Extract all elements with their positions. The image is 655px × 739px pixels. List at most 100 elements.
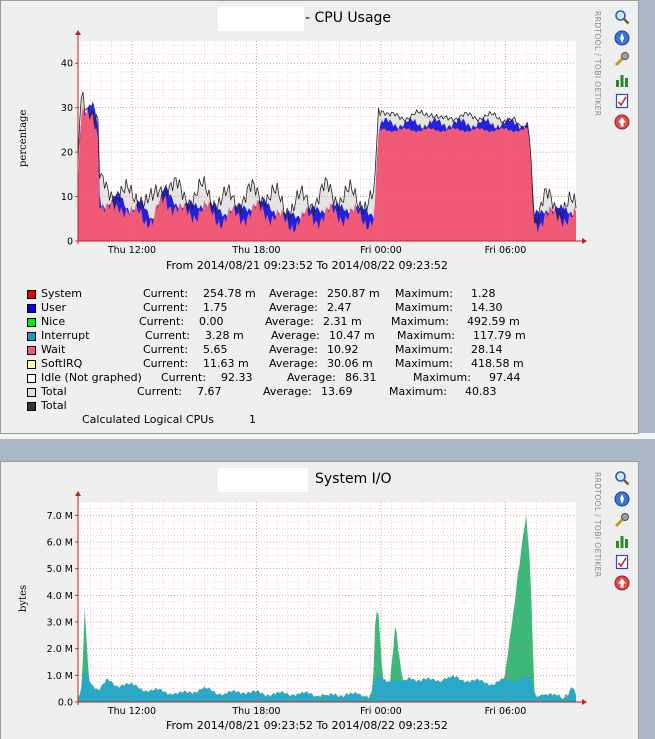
legend-current-label: Current: <box>137 385 183 398</box>
legend-maximum-value: 40.83 <box>465 385 497 398</box>
legend-average-label: Average: <box>271 329 320 342</box>
legend-maximum-label: Maximum: <box>395 343 453 356</box>
legend-swatch <box>27 290 36 299</box>
rrdtool-credit: RRDTOOL / TOBI OETIKER <box>593 11 602 117</box>
top-icon <box>614 575 630 591</box>
legend-swatch <box>27 402 36 411</box>
navigate-button[interactable] <box>614 30 630 46</box>
y-tick-label: 6.0 M <box>47 538 73 549</box>
y-tick-label: 5.0 M <box>47 564 73 575</box>
legend-average-value: 30.06 m <box>327 357 373 370</box>
series-read-area <box>78 669 576 702</box>
legend-maximum-label: Maximum: <box>395 301 453 314</box>
y-axis-arrow <box>75 30 81 35</box>
legend-name: Total <box>41 399 67 412</box>
io-date-range: From 2014/08/21 09:23:52 To 2014/08/22 0… <box>166 719 448 732</box>
x-tick-label: Thu 18:00 <box>231 706 280 717</box>
y-tick-label: 4.0 M <box>47 591 73 602</box>
chart-button[interactable] <box>614 533 630 549</box>
y-axis-arrow <box>75 491 81 496</box>
legend-average-value: 10.92 <box>327 343 359 356</box>
x-tick-label: Thu 12:00 <box>107 245 156 256</box>
legend-current-label: Current: <box>145 329 191 342</box>
logical-cpus-label: Calculated Logical CPUs <box>82 413 214 426</box>
report-icon <box>615 93 629 109</box>
legend-maximum-label: Maximum: <box>391 315 449 328</box>
legend-current-label: Current: <box>143 357 189 370</box>
legend-current-label: Current: <box>139 315 185 328</box>
legend-current-label: Current: <box>143 287 189 300</box>
legend-current-label: Current: <box>161 371 207 384</box>
chart-icon <box>616 75 628 87</box>
report-icon <box>615 554 629 570</box>
legend-current-label: Current: <box>143 301 189 314</box>
legend-average-label: Average: <box>287 371 336 384</box>
legend-maximum-label: Maximum: <box>413 371 471 384</box>
legend-current-value: 7.67 <box>197 385 222 398</box>
report-button[interactable] <box>614 554 630 570</box>
x-axis-arrow <box>582 699 587 705</box>
legend-maximum-label: Maximum: <box>395 287 453 300</box>
legend-maximum-value: 117.79 m <box>473 329 526 342</box>
legend-name: Wait <box>41 343 66 356</box>
legend-maximum-label: Maximum: <box>389 385 447 398</box>
legend-name: Total <box>41 385 67 398</box>
redacted-hostname <box>218 468 308 492</box>
y-tick-label: 0 <box>67 237 73 248</box>
legend-maximum-value: 418.58 m <box>471 357 524 370</box>
legend-name: SoftIRQ <box>41 357 83 370</box>
legend-name: Interrupt <box>41 329 90 342</box>
x-tick-label: Thu 18:00 <box>231 245 280 256</box>
cpu-chart-title: - CPU Usage <box>305 10 392 26</box>
series-wait-area <box>78 104 576 242</box>
chart-button[interactable] <box>614 72 630 88</box>
y-tick-label: 10 <box>61 192 73 203</box>
legend-average-value: 2.31 m <box>323 315 362 328</box>
zoom-icon <box>615 471 630 486</box>
rrdtool-credit: RRDTOOL / TOBI OETIKER <box>593 472 602 578</box>
legend-current-value: 11.63 m <box>203 357 249 370</box>
zoom-button[interactable] <box>614 470 630 486</box>
legend-name: Nice <box>41 315 66 328</box>
legend-name: System <box>41 287 83 300</box>
settings-button[interactable] <box>614 512 630 528</box>
report-button[interactable] <box>614 93 630 109</box>
y-tick-label: 0.0 <box>58 698 73 709</box>
logical-cpus-value: 1 <box>249 413 256 426</box>
legend-swatch <box>27 374 36 383</box>
y-tick-label: 3.0 M <box>47 618 73 629</box>
x-tick-label: Fri 06:00 <box>485 245 527 256</box>
legend-current-value: 3.28 m <box>205 329 244 342</box>
x-tick-label: Fri 00:00 <box>360 706 402 717</box>
y-tick-label: 40 <box>61 59 73 70</box>
legend-swatch <box>27 388 36 397</box>
top-button[interactable] <box>614 114 630 130</box>
settings-button[interactable] <box>614 51 630 67</box>
zoom-button[interactable] <box>614 9 630 25</box>
legend-maximum-label: Maximum: <box>397 329 455 342</box>
legend-name: Idle (Not graphed) <box>41 371 142 384</box>
x-tick-label: Thu 12:00 <box>107 706 156 717</box>
legend-average-label: Average: <box>263 385 312 398</box>
legend-average-value: 250.87 m <box>327 287 380 300</box>
legend-maximum-value: 97.44 <box>489 371 521 384</box>
legend-average-label: Average: <box>269 343 318 356</box>
navigate-button[interactable] <box>614 491 630 507</box>
top-button[interactable] <box>614 575 630 591</box>
cpu-usage-panel: - CPU Usage RRDTOOL / TOBI OETIKER perce… <box>0 0 639 434</box>
top-icon <box>614 114 630 130</box>
legend-swatch <box>27 360 36 369</box>
x-tick-label: Fri 00:00 <box>360 245 402 256</box>
legend-current-value: 92.33 <box>221 371 253 384</box>
y-tick-label: 30 <box>61 103 73 114</box>
x-axis-arrow <box>582 238 587 244</box>
legend-average-label: Average: <box>269 287 318 300</box>
legend-swatch <box>27 346 36 355</box>
y-tick-label: 20 <box>61 148 73 159</box>
legend-average-label: Average: <box>265 315 314 328</box>
y-tick-label: 7.0 M <box>47 511 73 522</box>
legend-current-label: Current: <box>143 343 189 356</box>
y-tick-label: 1.0 M <box>47 671 73 682</box>
legend-maximum-value: 492.59 m <box>467 315 520 328</box>
legend-maximum-value: 28.14 <box>471 343 503 356</box>
